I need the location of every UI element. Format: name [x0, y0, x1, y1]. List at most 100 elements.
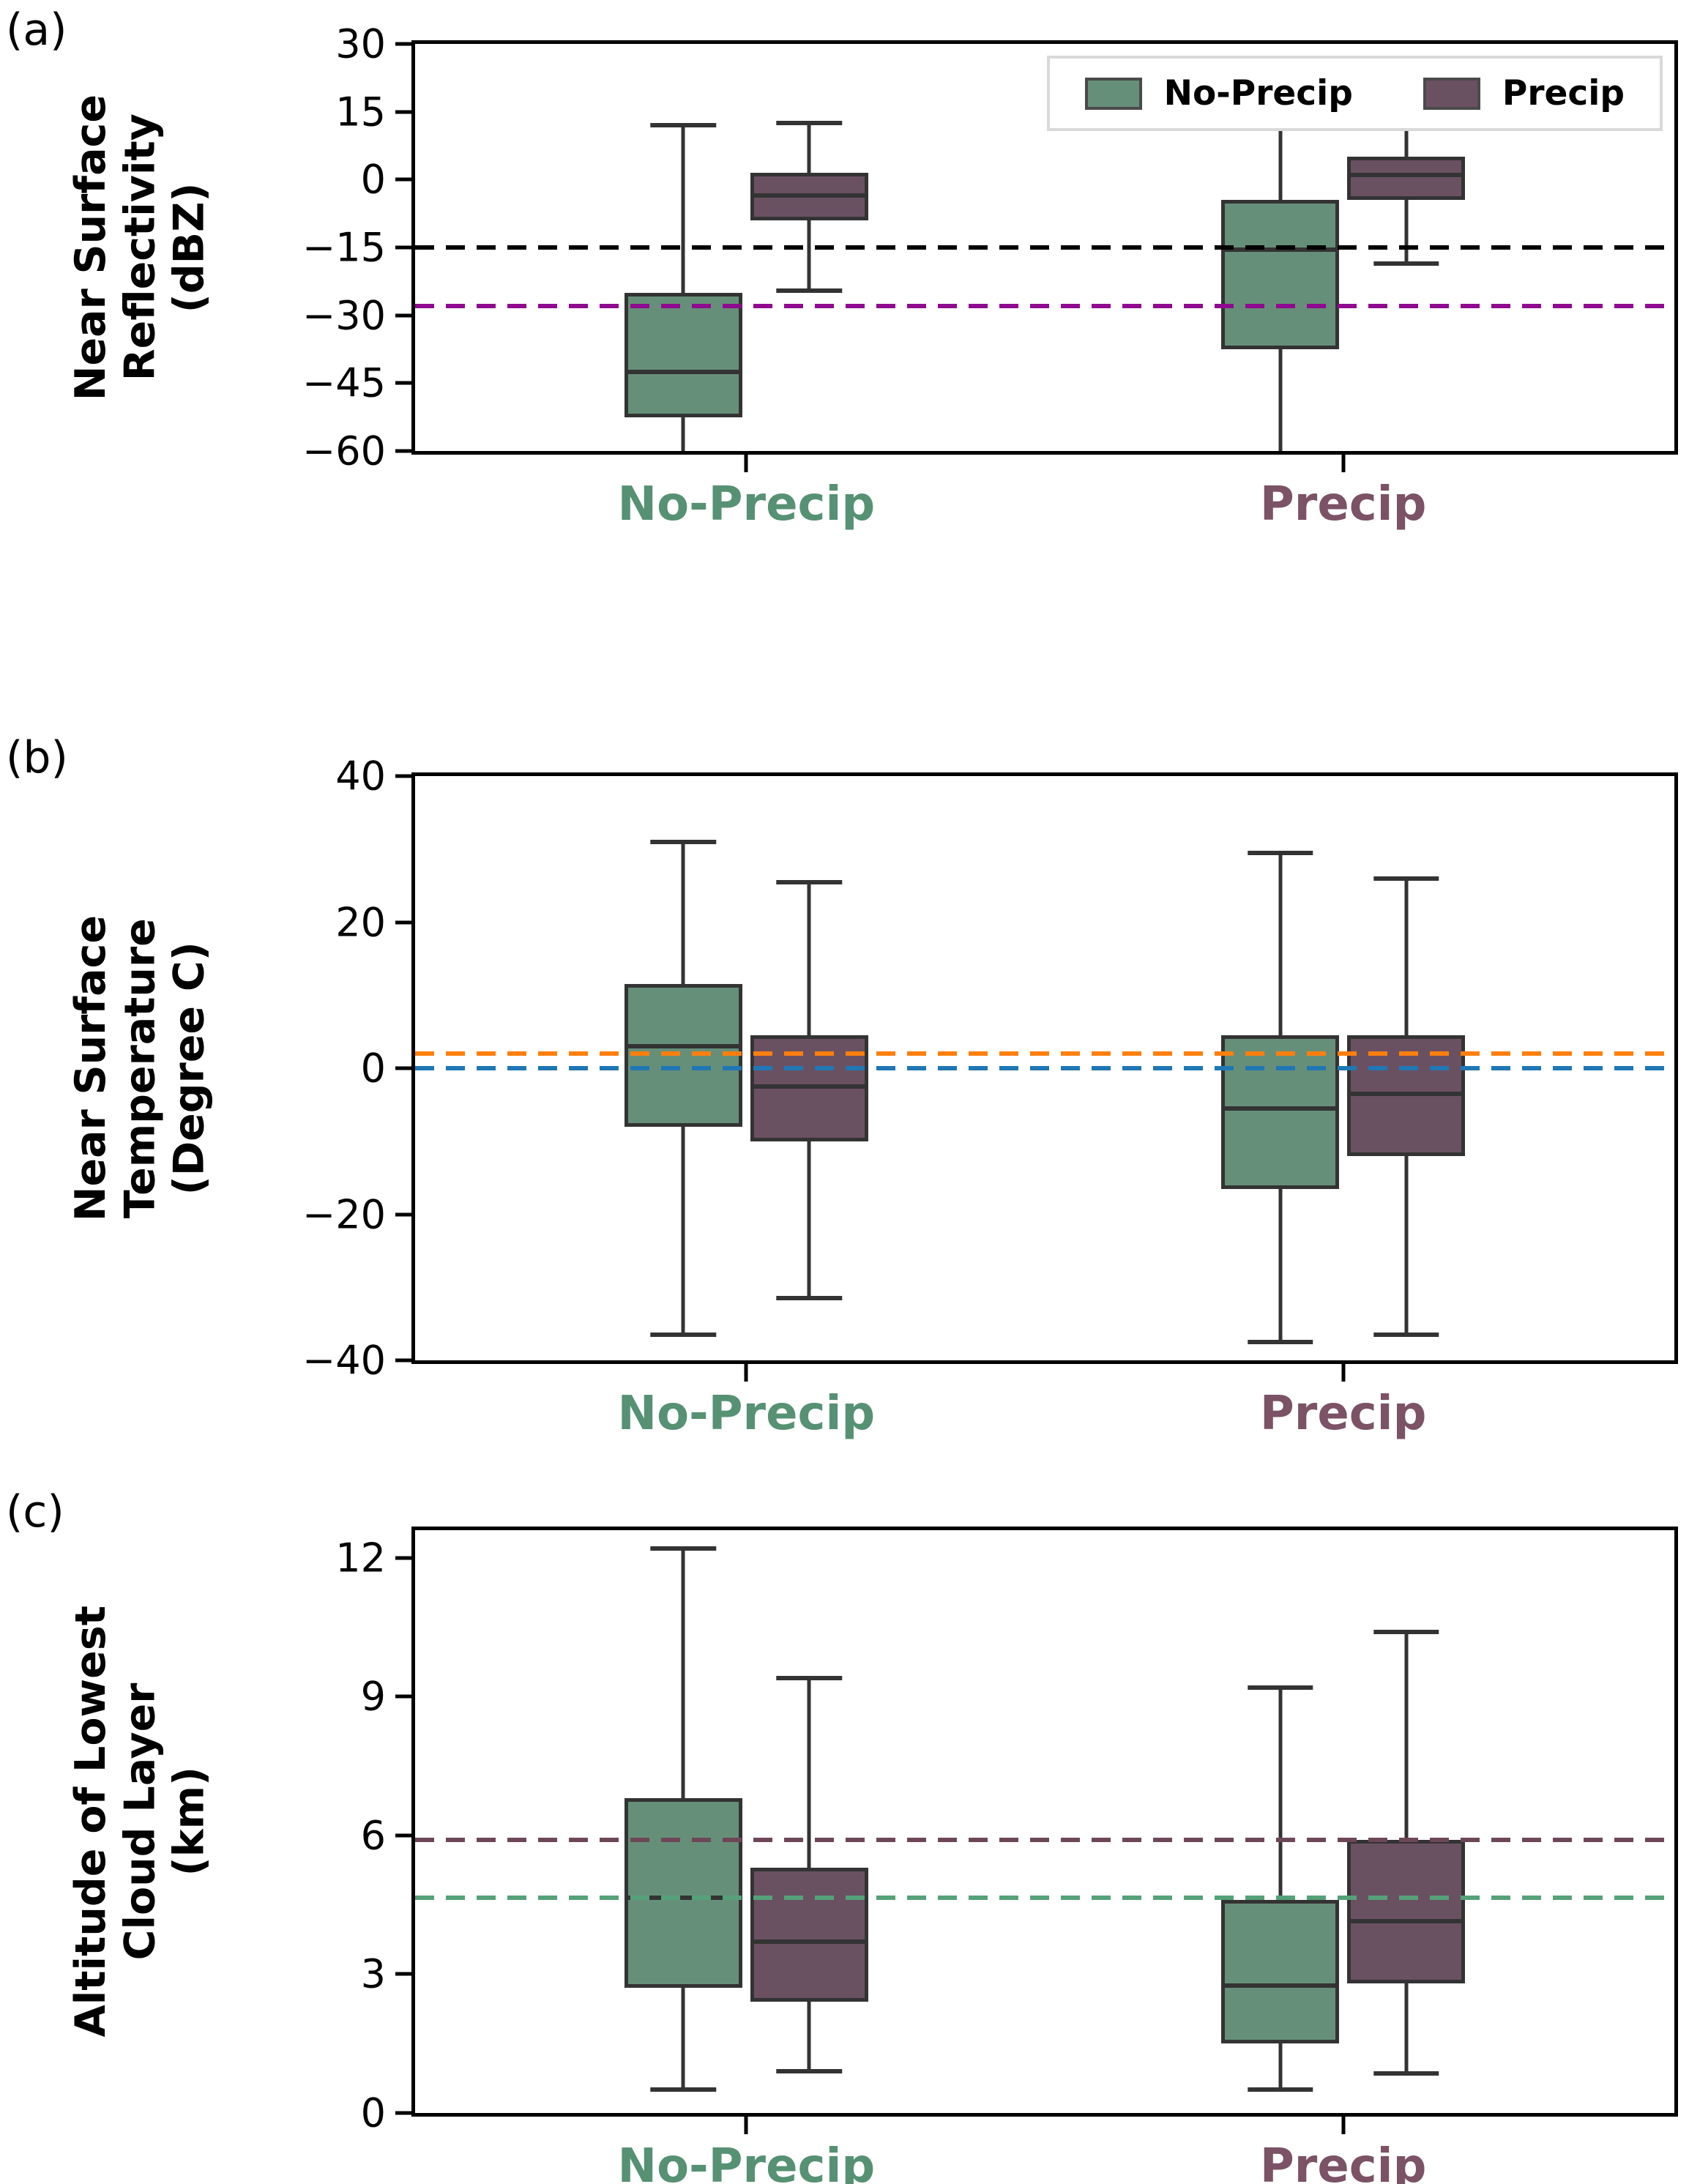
- legend-label-no-precip: No-Precip: [1163, 73, 1353, 113]
- y-tick-label: 0: [360, 156, 386, 203]
- y-axis-label-a: Near Surface Reflectivity (dBZ): [45, 40, 236, 455]
- y-tick-mark: [395, 1556, 411, 1560]
- y-axis-label-text: Near Surface Reflectivity (dBZ): [67, 94, 215, 400]
- whisker-cap-high-no-precip-no-precip: [650, 1546, 717, 1551]
- y-tick-mark: [395, 774, 411, 778]
- legend-entry-precip: Precip: [1423, 73, 1625, 113]
- whisker-cap-low-precip-no-precip: [776, 2069, 843, 2074]
- legend-entry-no-precip: No-Precip: [1084, 73, 1353, 113]
- y-tick-mark: [395, 177, 411, 182]
- whisker-cap-high-precip-no-precip: [776, 1676, 843, 1681]
- ylabel-line: Temperature: [116, 918, 165, 1218]
- ylabel-line: Near Surface: [67, 94, 116, 401]
- y-tick-label: −60: [302, 428, 386, 474]
- y-tick-label: 30: [335, 21, 386, 67]
- legend-swatch-precip: [1423, 77, 1480, 110]
- whisker-cap-low-no-precip-no-precip: [650, 1333, 717, 1338]
- reference-dashed-line: [415, 1051, 1674, 1056]
- reference-dashed-line: [415, 1838, 1674, 1843]
- y-axis-label-b: Near Surface Temperature (Degree C): [45, 772, 236, 1364]
- whisker-cap-low-precip-precip: [1373, 2071, 1439, 2076]
- y-tick-label: 15: [335, 89, 386, 135]
- box-no-precip-no-precip: [624, 292, 743, 417]
- y-tick-label: 6: [360, 1812, 386, 1859]
- y-tick-label: 0: [360, 2090, 386, 2136]
- whisker-cap-high-precip-no-precip: [776, 879, 843, 884]
- median-line-precip-precip: [1346, 1091, 1466, 1096]
- plot-area-b: 40 20 0 −20 −40 No-Precip Precip: [302, 753, 1678, 1441]
- y-tick-label: 0: [360, 1045, 386, 1092]
- reference-dashed-line: [415, 1066, 1674, 1070]
- box-no-precip-precip: [1220, 1900, 1340, 2044]
- y-tick-mark: [395, 449, 411, 453]
- box-no-precip-precip: [1220, 1035, 1340, 1189]
- legend-label-precip: Precip: [1502, 73, 1625, 113]
- x-category-label-precip: Precip: [1259, 1387, 1427, 1441]
- x-category-label-precip: Precip: [1259, 2139, 1427, 2184]
- box-precip-precip: [1346, 1840, 1466, 1984]
- ylabel-line: (Degree C): [165, 942, 214, 1195]
- y-tick-label: 40: [335, 753, 386, 800]
- median-line-no-precip-precip: [1220, 247, 1340, 253]
- box-no-precip-precip: [1220, 200, 1340, 349]
- y-tick-label: 3: [360, 1950, 386, 1997]
- box-no-precip-no-precip: [624, 1798, 743, 1989]
- box-precip-no-precip: [750, 1868, 869, 2002]
- y-tick-mark: [395, 313, 411, 318]
- median-line-no-precip-no-precip: [624, 369, 743, 374]
- x-tick-mark: [744, 455, 748, 472]
- y-tick-mark: [395, 1972, 411, 1976]
- ylabel-line: Altitude of Lowest: [67, 1606, 116, 2038]
- median-line-precip-no-precip: [750, 1084, 869, 1089]
- y-tick-mark: [395, 1066, 411, 1070]
- y-axis-label-c: Altitude of Lowest Cloud Layer (km): [45, 1527, 236, 2117]
- whisker-cap-high-precip-precip: [1373, 1629, 1439, 1634]
- whisker-cap-low-no-precip-no-precip: [650, 2087, 717, 2092]
- y-tick-mark: [395, 1358, 411, 1363]
- y-tick-mark: [395, 1212, 411, 1216]
- y-tick-mark: [395, 920, 411, 924]
- y-tick-label: −15: [302, 224, 386, 271]
- reference-dashed-line: [415, 245, 1674, 250]
- median-line-precip-no-precip: [750, 193, 869, 198]
- y-tick-label: 9: [360, 1673, 386, 1720]
- ylabel-line: Cloud Layer: [116, 1682, 165, 1961]
- whisker-cap-low-precip-no-precip: [776, 1296, 843, 1301]
- whisker-cap-high-no-precip-no-precip: [650, 839, 717, 844]
- whisker-line-no-precip-no-precip: [681, 125, 685, 451]
- y-tick-mark: [395, 42, 411, 46]
- x-tick-mark: [1341, 2117, 1346, 2134]
- y-tick-label: −30: [302, 292, 386, 339]
- reference-dashed-line: [415, 304, 1674, 309]
- x-category-label-precip: Precip: [1259, 477, 1427, 532]
- panel-letter-b: (b): [6, 732, 68, 783]
- whisker-cap-low-precip-precip: [1373, 261, 1439, 266]
- y-tick-mark: [395, 245, 411, 250]
- y-tick-mark: [395, 2111, 411, 2115]
- plot-area-a: 30 15 0 −15 −30 −45 −60 No-Precip Precip No-Preci…: [302, 21, 1678, 532]
- median-line-no-precip-precip: [1220, 1983, 1340, 1989]
- median-line-precip-precip: [1346, 1918, 1466, 1923]
- y-axis-label-text: Altitude of Lowest Cloud Layer (km): [67, 1606, 215, 2037]
- median-line-no-precip-precip: [1220, 1106, 1340, 1111]
- x-tick-mark: [1341, 455, 1346, 472]
- whisker-cap-low-no-precip-precip: [1247, 1340, 1313, 1345]
- ylabel-line: (dBZ): [165, 182, 214, 313]
- x-category-label-no-precip: No-Precip: [617, 477, 876, 532]
- panel-letter-c: (c): [6, 1486, 64, 1538]
- reference-dashed-line: [415, 1896, 1674, 1901]
- y-tick-label: 12: [335, 1535, 386, 1581]
- y-tick-mark: [395, 1833, 411, 1838]
- y-tick-mark: [395, 1694, 411, 1699]
- x-tick-mark: [1341, 1364, 1346, 1382]
- y-tick-label: −20: [302, 1191, 386, 1237]
- whisker-cap-high-no-precip-precip: [1247, 850, 1313, 855]
- whisker-cap-high-no-precip-precip: [1247, 1685, 1313, 1690]
- legend: No-Precip Precip: [1046, 56, 1663, 131]
- y-tick-label: 20: [335, 899, 386, 945]
- x-category-label-no-precip: No-Precip: [617, 2139, 876, 2184]
- whisker-cap-low-no-precip-precip: [1247, 2087, 1313, 2092]
- median-line-precip-no-precip: [750, 1939, 869, 1945]
- whisker-cap-high-precip-no-precip: [776, 121, 843, 126]
